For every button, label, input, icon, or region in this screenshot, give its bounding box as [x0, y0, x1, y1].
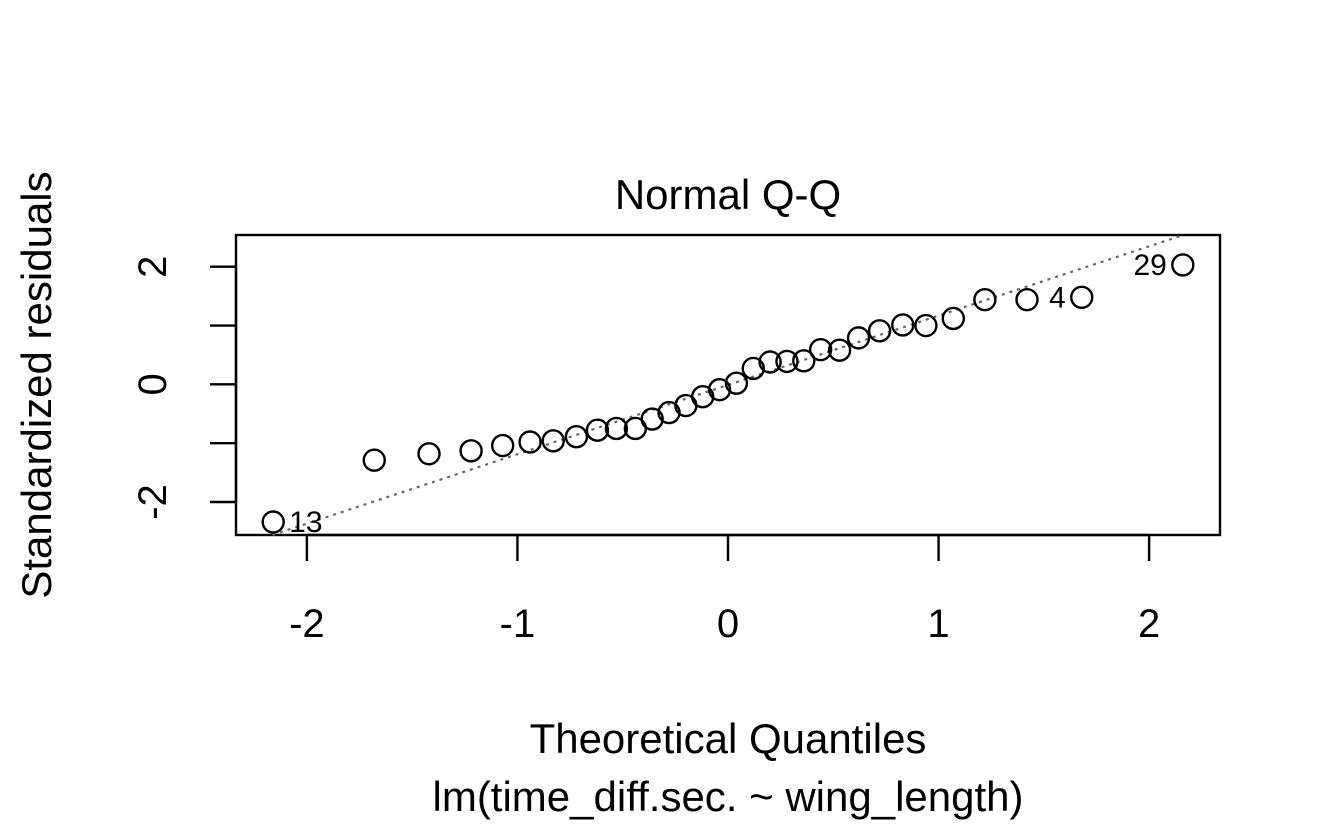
data-point	[362, 448, 386, 472]
y-axis-title: Standardized residuals	[13, 171, 60, 598]
x-tick-label: 0	[717, 602, 739, 646]
data-point	[758, 350, 782, 374]
data-point	[867, 319, 892, 343]
x-tick-label: -2	[289, 602, 325, 646]
data-point	[417, 442, 441, 466]
data-point	[741, 356, 765, 381]
point-label: 13	[289, 506, 322, 539]
data-point	[707, 377, 732, 402]
x-axis-title: Theoretical Quantiles	[530, 715, 927, 762]
x-tick-label: 1	[927, 602, 949, 646]
data-point	[941, 306, 966, 331]
data-point	[891, 313, 915, 337]
data-point	[792, 349, 816, 373]
data-point	[827, 338, 852, 362]
data-point	[261, 510, 285, 534]
data-point	[541, 429, 565, 453]
data-point	[1171, 253, 1195, 277]
data-point	[846, 326, 871, 350]
data-point	[459, 439, 483, 463]
point-label: 29	[1133, 249, 1166, 282]
data-point	[585, 418, 610, 442]
y-tick-label: 2	[131, 256, 175, 278]
data-point	[1070, 285, 1094, 309]
y-tick-label: -2	[131, 484, 175, 520]
x-tick-label: 2	[1138, 602, 1160, 646]
y-tick-label: 0	[131, 373, 175, 395]
data-point	[640, 407, 664, 431]
chart-subtitle: lm(time_diff.sec. ~ wing_length)	[433, 773, 1024, 820]
data-point	[973, 287, 997, 312]
data-point	[604, 416, 629, 441]
data-point	[808, 337, 833, 362]
chart-title: Normal Q-Q	[615, 171, 841, 218]
data-point	[564, 425, 589, 449]
x-tick-label: -1	[500, 602, 536, 646]
data-point	[914, 313, 938, 338]
data-point	[724, 371, 749, 395]
data-point	[775, 349, 799, 374]
data-point	[518, 430, 542, 454]
data-point	[1015, 287, 1039, 312]
point-label: 4	[1049, 281, 1066, 314]
data-point	[490, 433, 515, 458]
